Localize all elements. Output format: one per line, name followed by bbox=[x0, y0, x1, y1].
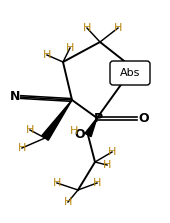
Text: P: P bbox=[94, 112, 103, 126]
Text: H: H bbox=[103, 160, 111, 170]
FancyBboxPatch shape bbox=[110, 61, 150, 85]
Text: H: H bbox=[108, 147, 116, 157]
Text: H: H bbox=[114, 23, 122, 33]
Polygon shape bbox=[85, 118, 97, 137]
Text: H: H bbox=[83, 23, 91, 33]
Polygon shape bbox=[42, 100, 72, 140]
Text: O: O bbox=[75, 128, 85, 140]
Text: H: H bbox=[64, 197, 72, 207]
Text: H: H bbox=[26, 125, 34, 135]
Text: Abs: Abs bbox=[120, 68, 140, 78]
Text: H: H bbox=[53, 178, 61, 188]
Text: O: O bbox=[139, 112, 149, 124]
Text: H: H bbox=[93, 178, 101, 188]
Text: H: H bbox=[66, 43, 74, 53]
Text: N: N bbox=[10, 91, 20, 103]
Text: H: H bbox=[18, 143, 26, 153]
Text: H: H bbox=[70, 126, 78, 136]
Text: H: H bbox=[43, 50, 51, 60]
